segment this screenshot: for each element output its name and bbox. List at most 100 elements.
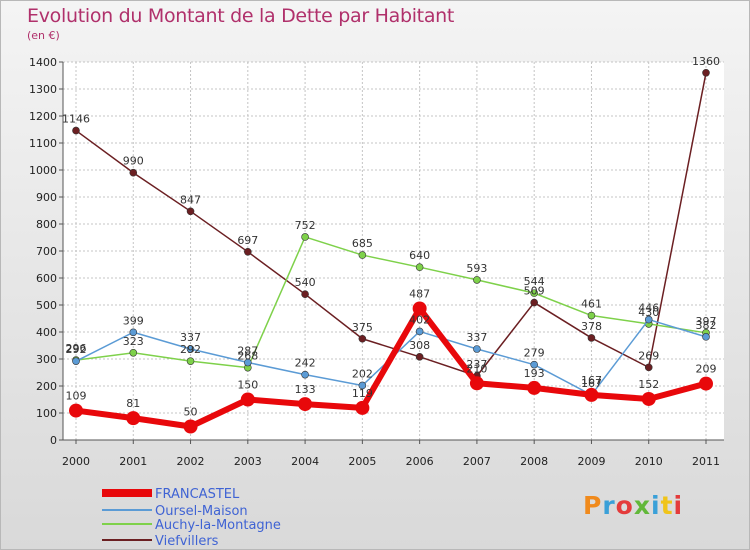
data-label: 685 [352, 237, 373, 250]
logo-letter: o [615, 491, 634, 520]
plot-area [63, 62, 724, 440]
data-label: 150 [237, 379, 258, 392]
data-point [186, 345, 195, 353]
data-label: 167 [581, 374, 602, 387]
y-tick-label: 1200 [29, 110, 57, 123]
data-label: 402 [409, 313, 430, 326]
x-tick-label: 2011 [692, 455, 720, 468]
data-label: 279 [524, 347, 545, 360]
data-label: 287 [237, 345, 258, 358]
data-label: 268 [237, 350, 258, 363]
x-tick-label: 2005 [348, 455, 376, 468]
data-point [301, 233, 309, 241]
data-point [240, 392, 255, 407]
data-point [72, 126, 80, 135]
data-point [644, 315, 653, 324]
x-tick-label: 2006 [406, 455, 434, 468]
grid-lines [63, 61, 724, 441]
y-tick-label: 200 [36, 380, 57, 393]
chart-subtitle: (en €) [27, 29, 60, 42]
data-point [702, 333, 710, 341]
y-tick-label: 1100 [29, 137, 57, 150]
data-point [527, 380, 542, 395]
logo-letter: i [651, 491, 661, 520]
x-tick-label: 2002 [177, 455, 205, 468]
y-tick-label: 800 [36, 218, 57, 231]
data-label: 292 [180, 343, 201, 356]
x-tick-label: 2001 [119, 455, 147, 468]
data-label: 81 [126, 397, 140, 410]
data-label: 242 [295, 357, 316, 370]
x-tick-label: 2004 [291, 455, 319, 468]
legend: FRANCASTEL Oursel-MaisonAuchy-la-Montagne… [102, 487, 281, 549]
series-line-0 [75, 305, 707, 430]
data-label: 109 [66, 390, 87, 403]
data-point [244, 358, 252, 367]
data-label: 378 [581, 320, 602, 333]
data-label: 544 [524, 275, 545, 288]
data-label: 375 [352, 321, 373, 334]
data-label: 1146 [62, 113, 90, 126]
data-point [72, 357, 80, 365]
data-labels: 1146 990 847 697 540 375 308 237 509 378 269 1360 29… [62, 55, 720, 419]
data-point [298, 397, 313, 412]
data-label: 990 [123, 155, 144, 168]
data-point [415, 263, 424, 272]
data-label: 50 [184, 406, 198, 419]
data-point [473, 345, 481, 353]
x-tick-label: 2007 [463, 455, 491, 468]
data-label: 119 [352, 387, 373, 400]
data-point [473, 276, 481, 284]
y-tick-label: 400 [36, 326, 57, 339]
proxiti-logo: Proxiti [583, 491, 683, 520]
x-tick-label: 2003 [234, 455, 262, 468]
data-point [530, 298, 538, 307]
data-label: 397 [696, 315, 717, 328]
data-point [301, 370, 309, 379]
legend-label: Auchy-la-Montagne [155, 518, 281, 533]
y-tick-label: 600 [36, 272, 57, 285]
data-point [415, 353, 424, 361]
data-point [358, 334, 367, 343]
x-tick-label: 2000 [62, 455, 90, 468]
data-point [126, 411, 141, 426]
data-point [129, 328, 138, 337]
data-point [358, 381, 367, 390]
data-label: 509 [524, 285, 545, 298]
data-point [129, 348, 138, 357]
y-tick-label: 900 [36, 191, 57, 204]
logo-letter: P [583, 491, 603, 520]
data-label: 167 [581, 377, 602, 390]
data-point [183, 419, 198, 434]
series-line-2 [75, 236, 707, 369]
data-label: 152 [638, 378, 659, 391]
data-point [699, 376, 713, 391]
data-point [469, 376, 484, 391]
data-label: 430 [638, 306, 659, 319]
x-tick-label: 2010 [635, 455, 663, 468]
data-point [530, 360, 538, 369]
data-point [641, 391, 656, 406]
legend-label: FRANCASTEL [155, 487, 240, 502]
data-label: 382 [696, 319, 717, 332]
data-label: 237 [466, 358, 487, 371]
data-label: 697 [237, 234, 258, 247]
data-point [186, 357, 195, 365]
y-tick-label: 0 [50, 434, 57, 447]
data-point [69, 403, 83, 418]
data-label: 337 [466, 331, 487, 344]
data-point [244, 248, 252, 256]
y-tick-label: 300 [36, 353, 57, 366]
data-point [644, 363, 653, 372]
y-tick-label: 1000 [29, 164, 57, 177]
data-point [186, 207, 195, 216]
chart-title: Evolution du Montant de la Dette par Hab… [27, 5, 455, 27]
y-tick-label: 500 [36, 299, 57, 312]
data-point [129, 168, 138, 177]
data-point [530, 289, 538, 297]
data-label: 209 [696, 363, 717, 376]
series-layer [69, 69, 713, 434]
data-label: 210 [466, 362, 487, 375]
data-point [415, 327, 424, 336]
